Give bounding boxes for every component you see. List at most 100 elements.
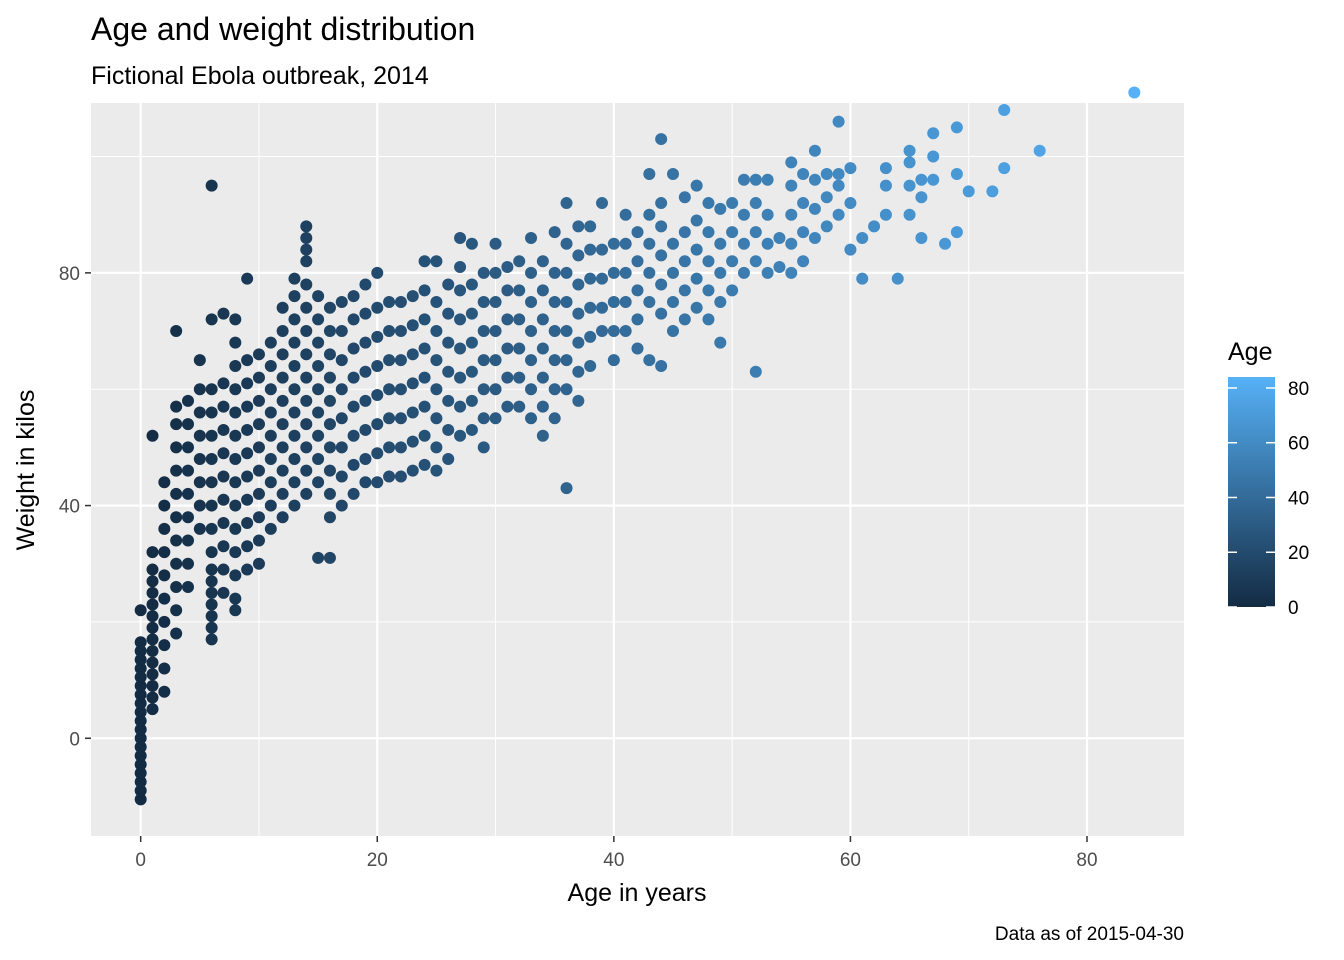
data-point: [371, 330, 384, 343]
data-point: [134, 706, 147, 719]
data-point: [702, 255, 715, 268]
data-point: [619, 325, 632, 338]
data-point: [241, 400, 254, 413]
data-point: [335, 295, 348, 308]
data-point: [666, 325, 679, 338]
data-point: [418, 284, 431, 297]
data-point: [205, 179, 218, 192]
data-point: [430, 441, 443, 454]
data-point: [489, 266, 502, 279]
data-point: [146, 598, 159, 611]
data-point: [276, 348, 289, 361]
data-point: [986, 185, 999, 198]
data-point: [288, 359, 301, 372]
data-point: [832, 167, 845, 180]
data-point: [619, 266, 632, 279]
data-point: [359, 453, 372, 466]
data-point: [406, 464, 419, 477]
data-point: [584, 330, 597, 343]
plot-panel: [91, 103, 1184, 836]
data-point: [939, 237, 952, 250]
data-point: [288, 476, 301, 489]
data-point: [773, 231, 786, 244]
data-point: [702, 284, 715, 297]
data-point: [181, 464, 194, 477]
data-point: [170, 418, 183, 431]
data-point: [359, 476, 372, 489]
data-point: [383, 470, 396, 483]
data-point: [572, 394, 585, 407]
data-point: [300, 394, 313, 407]
data-point: [844, 243, 857, 256]
data-point: [548, 354, 561, 367]
data-point: [300, 231, 313, 244]
data-point: [607, 266, 620, 279]
data-point: [335, 499, 348, 512]
data-point: [797, 167, 810, 180]
data-point: [501, 284, 514, 297]
data-point: [335, 412, 348, 425]
data-point: [146, 645, 159, 658]
data-point: [761, 208, 774, 221]
data-point: [714, 237, 727, 250]
data-point: [560, 482, 573, 495]
data-point: [205, 313, 218, 326]
data-point: [134, 671, 147, 684]
data-point: [312, 406, 325, 419]
data-point: [430, 412, 443, 425]
data-point: [170, 511, 183, 524]
data-point: [607, 295, 620, 308]
data-point: [229, 522, 242, 535]
data-point: [655, 359, 668, 372]
data-point: [181, 487, 194, 500]
data-point: [241, 377, 254, 390]
data-point: [347, 342, 360, 355]
data-point: [489, 295, 502, 308]
data-point: [300, 418, 313, 431]
data-point: [134, 604, 147, 617]
data-point: [288, 499, 301, 512]
data-point: [489, 237, 502, 250]
data-point: [785, 179, 798, 192]
data-point: [749, 365, 762, 378]
data-point: [252, 464, 265, 477]
data-point: [406, 319, 419, 332]
data-point: [323, 441, 336, 454]
data-point: [513, 342, 526, 355]
data-point: [288, 336, 301, 349]
data-point: [454, 313, 467, 326]
data-point: [406, 290, 419, 303]
data-point: [536, 284, 549, 297]
data-point: [536, 429, 549, 442]
data-point: [584, 243, 597, 256]
data-point: [998, 103, 1011, 116]
data-point: [394, 441, 407, 454]
data-point: [371, 266, 384, 279]
data-point: [1033, 144, 1046, 157]
data-point: [607, 237, 620, 250]
data-point: [193, 429, 206, 442]
data-point: [229, 592, 242, 605]
data-point: [430, 255, 443, 268]
data-point: [915, 173, 928, 186]
data-point: [347, 429, 360, 442]
data-point: [477, 412, 490, 425]
data-point: [229, 429, 242, 442]
data-point: [394, 325, 407, 338]
data-point: [323, 551, 336, 564]
data-point: [323, 301, 336, 314]
data-point: [442, 453, 455, 466]
data-point: [394, 470, 407, 483]
legend-title: Age: [1228, 338, 1272, 366]
data-point: [146, 703, 159, 716]
data-point: [134, 775, 147, 788]
data-point: [631, 313, 644, 326]
data-point: [288, 429, 301, 442]
data-point: [371, 301, 384, 314]
data-point: [442, 365, 455, 378]
data-point: [619, 237, 632, 250]
data-point: [217, 423, 230, 436]
data-point: [856, 272, 869, 285]
data-point: [406, 348, 419, 361]
data-point: [170, 604, 183, 617]
